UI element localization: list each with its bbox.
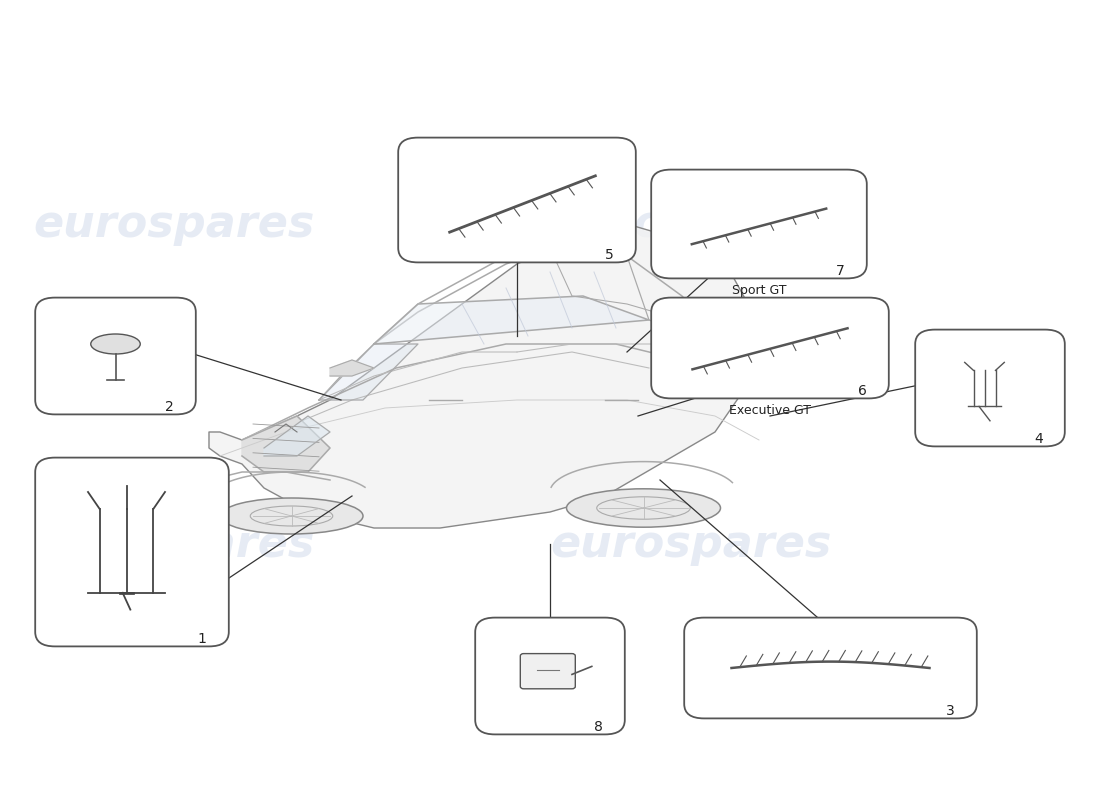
Text: 6: 6 bbox=[858, 384, 867, 398]
Ellipse shape bbox=[220, 498, 363, 534]
Polygon shape bbox=[242, 416, 330, 472]
Polygon shape bbox=[264, 416, 330, 456]
FancyBboxPatch shape bbox=[651, 298, 889, 398]
Text: 2: 2 bbox=[165, 400, 174, 414]
FancyBboxPatch shape bbox=[35, 458, 229, 646]
Polygon shape bbox=[374, 296, 649, 344]
FancyBboxPatch shape bbox=[651, 170, 867, 278]
FancyBboxPatch shape bbox=[520, 654, 575, 689]
Polygon shape bbox=[319, 344, 418, 400]
FancyBboxPatch shape bbox=[915, 330, 1065, 446]
FancyBboxPatch shape bbox=[398, 138, 636, 262]
Text: eurospares: eurospares bbox=[33, 202, 315, 246]
Ellipse shape bbox=[566, 489, 720, 527]
Text: 5: 5 bbox=[605, 248, 614, 262]
Polygon shape bbox=[209, 224, 759, 528]
Text: 8: 8 bbox=[594, 720, 603, 734]
FancyBboxPatch shape bbox=[684, 618, 977, 718]
Ellipse shape bbox=[90, 334, 141, 354]
Text: eurospares: eurospares bbox=[550, 522, 832, 566]
FancyBboxPatch shape bbox=[35, 298, 196, 414]
Text: Sport GT: Sport GT bbox=[732, 284, 786, 297]
Text: 3: 3 bbox=[946, 704, 955, 718]
Text: 1: 1 bbox=[198, 632, 207, 646]
Text: Executive GT: Executive GT bbox=[729, 404, 811, 417]
Text: 4: 4 bbox=[1034, 432, 1043, 446]
FancyBboxPatch shape bbox=[475, 618, 625, 734]
Text: 7: 7 bbox=[836, 264, 845, 278]
Text: eurospares: eurospares bbox=[550, 202, 832, 246]
Text: eurospares: eurospares bbox=[33, 522, 315, 566]
Polygon shape bbox=[330, 360, 374, 376]
